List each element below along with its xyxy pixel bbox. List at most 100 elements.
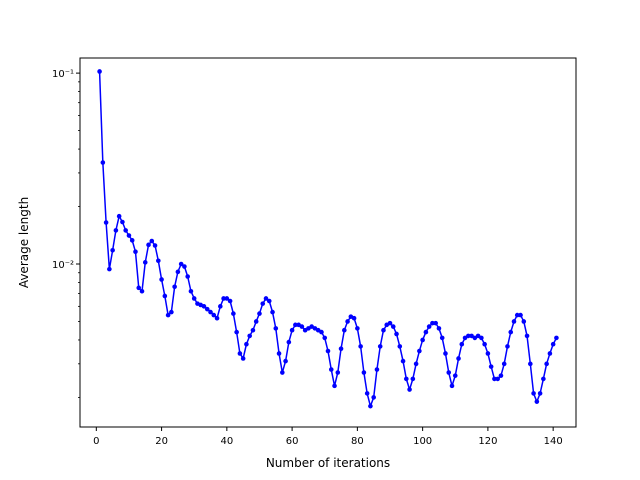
data-point [377, 344, 383, 349]
data-point [544, 361, 549, 367]
data-point [358, 344, 363, 349]
x-tick-label: 140 [544, 436, 563, 447]
data-point [188, 288, 194, 294]
data-point [436, 326, 442, 331]
x-tick-label: 0 [93, 436, 99, 447]
data-point [97, 69, 102, 74]
data-point [508, 329, 514, 335]
data-point [413, 361, 419, 367]
data-point [501, 361, 507, 367]
data-point [449, 383, 455, 389]
data-point [397, 344, 403, 349]
data-point [368, 403, 373, 409]
data-point [514, 312, 520, 318]
data-point [227, 298, 233, 304]
plot-area [80, 58, 576, 427]
data-point [280, 370, 285, 375]
data-point [165, 312, 171, 318]
data-point [149, 238, 155, 244]
data-point [139, 288, 145, 294]
data-point [191, 296, 197, 301]
data-point [537, 391, 543, 396]
data-point [338, 346, 344, 352]
x-tick-label: 40 [220, 436, 233, 447]
data-point [400, 358, 406, 364]
x-axis-label: Number of iterations [266, 456, 390, 470]
data-point [319, 329, 324, 335]
data-point [554, 335, 559, 341]
data-point [231, 311, 236, 316]
data-point [211, 312, 217, 318]
data-point [524, 333, 530, 339]
data-point [247, 333, 252, 339]
series-layer [97, 69, 559, 409]
data-point [266, 298, 272, 304]
data-point [355, 326, 360, 331]
data-point [394, 331, 399, 337]
data-point [452, 373, 458, 378]
data-point [342, 327, 347, 333]
data-point [221, 296, 226, 301]
data-point [103, 220, 109, 225]
data-point [237, 351, 243, 356]
data-point [129, 238, 135, 243]
data-point [185, 274, 190, 279]
x-tick-label: 20 [155, 436, 168, 447]
data-point [420, 337, 425, 343]
data-point [459, 341, 465, 347]
data-point [335, 370, 341, 375]
data-point [466, 333, 471, 339]
data-point [172, 284, 177, 290]
data-point [263, 296, 269, 301]
data-point [289, 327, 295, 333]
data-point [293, 322, 298, 328]
data-point [244, 341, 249, 347]
data-point [410, 376, 416, 382]
y-axis-label: Average length [17, 197, 31, 288]
data-point [142, 260, 148, 265]
data-point [534, 399, 540, 404]
data-point [270, 309, 275, 315]
data-point [253, 319, 259, 324]
y-tick-label: 10⁻¹ [52, 69, 74, 80]
data-point [521, 319, 527, 324]
data-point [531, 391, 536, 396]
x-tick-label: 80 [351, 436, 364, 447]
data-point [218, 304, 223, 309]
data-point [446, 370, 452, 375]
data-point [107, 266, 112, 272]
data-point [364, 391, 370, 396]
data-point [159, 277, 164, 282]
data-point [162, 293, 168, 299]
data-point [345, 319, 350, 324]
data-point [260, 301, 266, 306]
data-point [201, 304, 207, 309]
data-point [234, 329, 239, 335]
data-point [286, 339, 292, 345]
data-point [511, 319, 517, 324]
data-point [374, 367, 380, 372]
data-point [351, 315, 357, 321]
data-point [423, 329, 429, 335]
data-point [456, 356, 461, 361]
data-point [276, 351, 282, 356]
data-point [498, 373, 504, 378]
data-point [240, 356, 246, 361]
data-point [492, 376, 497, 382]
data-point [325, 348, 331, 354]
data-point [273, 326, 279, 331]
data-point [100, 160, 106, 165]
data-point [433, 320, 438, 326]
data-point [224, 296, 230, 301]
data-point [152, 243, 158, 248]
data-point [322, 335, 328, 341]
data-point [485, 351, 491, 356]
x-tick-label: 100 [413, 436, 432, 447]
data-point [133, 249, 138, 254]
x-tick-label: 60 [286, 436, 299, 447]
x-tick-label: 120 [478, 436, 497, 447]
data-point [136, 285, 142, 291]
data-point [146, 242, 151, 248]
data-point [113, 228, 119, 233]
